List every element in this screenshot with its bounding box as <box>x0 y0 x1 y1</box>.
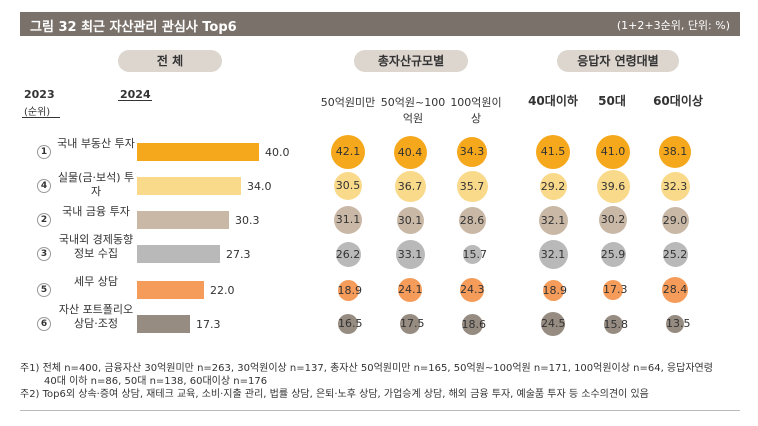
category-label: 세무 상담 <box>74 275 118 288</box>
overall-bar <box>137 245 220 263</box>
group-bubble: 35.7 <box>456 170 488 202</box>
group-bubble: 30.5 <box>334 172 362 200</box>
group-bubble: 32.1 <box>538 239 568 269</box>
group-bubble: 31.1 <box>334 206 362 234</box>
group-bubble: 41.0 <box>596 135 630 169</box>
group-bubble: 29.2 <box>539 172 567 200</box>
colhead-under-50: 50억원미만 <box>320 96 376 109</box>
overall-bar-value: 22.0 <box>210 284 235 297</box>
category-label: 자산 포트폴리오 상담·조정 <box>58 303 134 330</box>
category-label: 국내외 경제동향 정보 수집 <box>58 233 134 260</box>
year-2024: 2024 <box>120 88 151 101</box>
group-bubble: 18.9 <box>542 279 567 301</box>
group-bubble: 32.3 <box>660 171 690 201</box>
figure-title: 그림 32 최근 자산관리 관심사 Top6 <box>30 20 237 35</box>
group-bubble: 29.0 <box>661 206 689 234</box>
year-underline-2023 <box>22 117 60 118</box>
year-underline-2024 <box>118 100 152 101</box>
section-overall: 전 체 <box>118 50 222 72</box>
overall-bar <box>137 143 259 161</box>
category-label: 국내 부동산 투자 <box>57 137 135 150</box>
group-bubble: 25.2 <box>662 241 688 267</box>
overall-bar <box>137 315 190 333</box>
group-bubble: 18.6 <box>461 313 486 335</box>
group-bubble: 13.5 <box>666 315 691 333</box>
group-bubble: 17.5 <box>400 314 425 334</box>
group-bubble: 30.2 <box>599 206 627 234</box>
overall-bar-value: 34.0 <box>247 180 272 193</box>
overall-bar-value: 27.3 <box>226 248 251 261</box>
group-bubble: 17.3 <box>603 280 628 300</box>
overall-bar-value: 30.3 <box>235 214 260 227</box>
group-bubble: 18.9 <box>337 279 362 301</box>
group-bubble: 30.1 <box>396 206 424 234</box>
footnote-1: 주1) 전체 n=400, 금융자산 30억원미만 n=263, 30억원이상 … <box>20 363 713 374</box>
figure-header: 그림 32 최근 자산관리 관심사 Top6 (1+2+3순위, 단위: %) <box>20 12 740 36</box>
group-bubble: 15.8 <box>603 314 628 334</box>
group-bubble: 41.5 <box>536 135 570 169</box>
group-bubble: 39.6 <box>596 169 630 203</box>
prev-rank-badge: 2 <box>37 213 51 227</box>
group-bubble: 26.2 <box>335 241 361 267</box>
group-bubble: 33.1 <box>395 239 425 269</box>
section-age-group: 응답자 연령대별 <box>557 50 679 72</box>
prev-rank-badge: 6 <box>37 317 51 331</box>
prev-rank-badge: 4 <box>37 179 51 193</box>
footnote-2: 주2) Top6외 상속·증여 상담, 재테크 교육, 소비·지출 관리, 법률… <box>20 389 649 400</box>
overall-bar <box>137 281 204 299</box>
overall-bar <box>137 211 229 229</box>
bottom-divider <box>20 410 740 411</box>
overall-bar <box>137 177 241 195</box>
colhead-50s: 50대 <box>598 94 626 108</box>
group-bubble: 28.4 <box>662 277 688 303</box>
group-bubble: 36.7 <box>394 170 426 202</box>
group-bubble: 24.5 <box>541 312 566 336</box>
group-bubble: 24.3 <box>460 278 485 302</box>
group-bubble: 28.6 <box>458 206 486 234</box>
prev-rank-badge: 5 <box>37 283 51 297</box>
group-bubble: 40.4 <box>393 135 427 169</box>
prev-rank-badge: 1 <box>37 145 51 159</box>
colhead-40s-under: 40대이하 <box>528 94 578 108</box>
group-bubble: 15.7 <box>462 244 487 264</box>
category-label: 실물(금·보석) 투자 <box>57 171 135 198</box>
year-2023: 2023 <box>24 88 55 101</box>
overall-bar-value: 40.0 <box>265 146 290 159</box>
prev-rank-badge: 3 <box>37 247 51 261</box>
group-bubble: 24.1 <box>398 278 423 302</box>
overall-bar-value: 17.3 <box>196 318 221 331</box>
category-label: 국내 금융 투자 <box>62 205 130 218</box>
colhead-over-100: 100억원이상 <box>450 96 502 125</box>
colhead-50-100: 50억원~100억원 <box>380 96 446 125</box>
group-bubble: 38.1 <box>659 136 691 168</box>
group-bubble: 32.1 <box>538 205 568 235</box>
group-bubble: 42.1 <box>331 135 365 169</box>
rank-caption: (순위) <box>24 107 51 118</box>
footnote-1-cont: 40대 이하 n=86, 50대 n=138, 60대이상 n=176 <box>44 376 268 387</box>
section-asset-size: 총자산규모별 <box>354 50 468 72</box>
unit-note: (1+2+3순위, 단위: %) <box>616 19 730 32</box>
group-bubble: 34.3 <box>457 137 487 167</box>
colhead-60s-over: 60대이상 <box>653 94 703 108</box>
group-bubble: 25.9 <box>600 241 626 267</box>
group-bubble: 16.5 <box>338 314 363 334</box>
